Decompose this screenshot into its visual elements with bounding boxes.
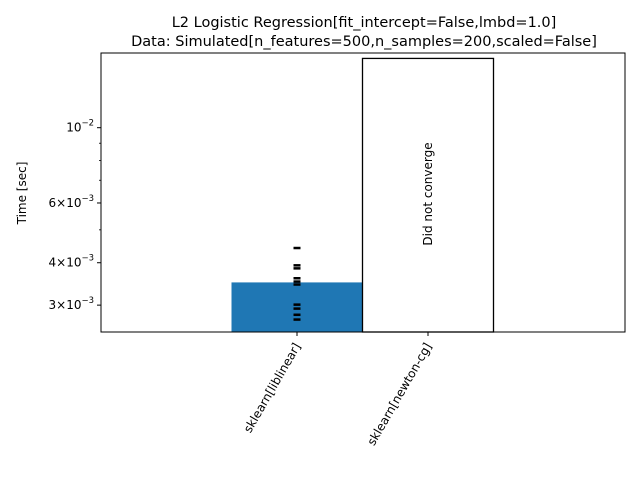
y-tick-label: 3×10−3 xyxy=(49,296,95,312)
bar-1 xyxy=(361,57,495,333)
y-ticks: 3×10−3 4×10−3 6×10−3 10−2 xyxy=(49,119,101,312)
y-tick-label: 4×10−3 xyxy=(49,254,95,270)
bar-annotation: Did not converge xyxy=(421,142,435,245)
y-tick-label: 10−2 xyxy=(66,119,94,135)
y-tick-label: 6×10−3 xyxy=(49,194,95,210)
runs-layer xyxy=(293,246,301,321)
chart-subtitle: Data: Simulated[n_features=500,n_samples… xyxy=(131,34,597,50)
x-tick-label: sklearn[liblinear] xyxy=(241,341,304,436)
plot-frame xyxy=(100,52,626,333)
x-tick-label: sklearn[newton-cg] xyxy=(364,341,434,448)
chart-title: L2 Logistic Regression[fit_intercept=Fal… xyxy=(172,15,557,31)
y-axis-label: Time [sec] xyxy=(15,162,29,226)
bars-layer: Did not converge xyxy=(231,57,495,333)
bar-0 xyxy=(231,282,363,332)
x-ticks: sklearn[liblinear] sklearn[newton-cg] xyxy=(241,332,435,448)
